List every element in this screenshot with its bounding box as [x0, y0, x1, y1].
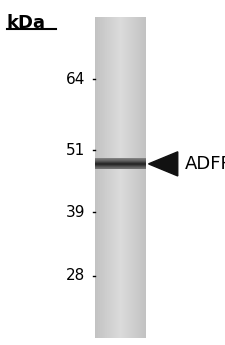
Text: 64: 64 — [66, 72, 86, 87]
Bar — [144, 17, 145, 338]
Bar — [105, 17, 106, 338]
Bar — [109, 17, 110, 338]
Text: kDa: kDa — [7, 14, 46, 32]
Bar — [139, 17, 140, 338]
Bar — [114, 17, 115, 338]
Bar — [107, 17, 108, 338]
Bar — [120, 17, 121, 338]
Bar — [115, 17, 116, 338]
Bar — [104, 17, 105, 338]
Bar — [124, 17, 125, 338]
Bar — [94, 17, 95, 338]
Bar — [145, 17, 146, 338]
Bar — [135, 17, 136, 338]
Bar — [129, 17, 130, 338]
Polygon shape — [148, 152, 178, 176]
Bar — [95, 17, 96, 338]
Bar — [131, 17, 132, 338]
Bar — [126, 17, 127, 338]
Bar — [122, 17, 123, 338]
Bar — [132, 17, 133, 338]
Bar — [110, 17, 111, 338]
Bar — [123, 17, 124, 338]
Bar — [113, 17, 114, 338]
Bar — [116, 17, 117, 338]
Bar — [121, 17, 122, 338]
Bar — [98, 17, 99, 338]
Bar — [133, 17, 134, 338]
Bar — [119, 17, 120, 338]
Text: ADFP: ADFP — [184, 155, 225, 173]
Bar — [140, 17, 141, 338]
Bar — [141, 17, 142, 338]
Bar — [137, 17, 138, 338]
Bar — [136, 17, 137, 338]
Bar — [106, 17, 107, 338]
Bar — [117, 17, 118, 338]
Bar — [143, 17, 144, 338]
Bar — [134, 17, 135, 338]
Bar — [125, 17, 126, 338]
Bar — [127, 17, 128, 338]
Bar — [97, 17, 98, 338]
Bar — [118, 17, 119, 338]
Bar — [103, 17, 104, 338]
Bar — [96, 17, 97, 338]
Bar — [99, 17, 100, 338]
Bar — [128, 17, 129, 338]
Text: 51: 51 — [66, 142, 86, 158]
Bar — [101, 17, 102, 338]
Bar — [111, 17, 112, 338]
Bar — [142, 17, 143, 338]
Bar — [130, 17, 131, 338]
Bar — [108, 17, 109, 338]
Bar — [102, 17, 103, 338]
Bar — [100, 17, 101, 338]
Bar — [112, 17, 113, 338]
Text: 28: 28 — [66, 268, 86, 284]
Text: 39: 39 — [66, 205, 86, 220]
